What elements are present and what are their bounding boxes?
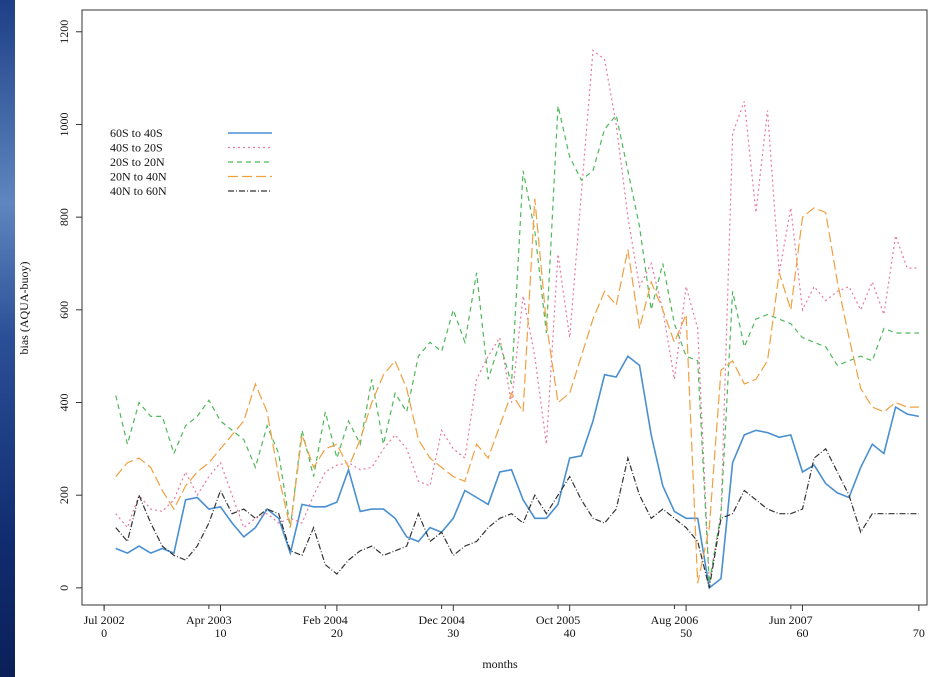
x-date-tick-label: Feb 2004 [303,613,348,627]
plot-frame [81,9,928,606]
x-date-tick-label: Jul 2002 [84,613,125,627]
x-tick-label: 60 [796,626,808,640]
x-date-tick-label: Jun 2007 [769,613,813,627]
series-line [115,198,919,584]
x-tick-label: 70 [913,626,925,640]
y-axis-label: bias (AQUA-buoy) [17,262,31,355]
y-tick-label: 1000 [57,112,71,136]
legend-label: 40S to 20S [110,141,163,155]
y-tick-label: 600 [57,301,71,319]
y-tick-label: 0 [57,585,71,591]
x-tick-label: 50 [680,626,692,640]
x-date-tick-label: Aug 2006 [651,613,699,627]
series-line [115,354,920,590]
x-tick-label: 40 [564,626,576,640]
x-tick-label: 0 [101,626,107,640]
legend-label: 20S to 20N [110,155,165,169]
x-tick-label: 30 [447,626,459,640]
side-image [0,0,15,677]
series-line [115,105,919,584]
x-tick-label: 10 [215,626,227,640]
legend-label: 60S to 40S [110,126,163,140]
y-tick-label: 800 [57,208,71,226]
y-tick-label: 400 [57,393,71,411]
legend-label: 20N to 40N [110,170,167,184]
y-tick-label: 1200 [57,20,71,44]
series-line [115,49,919,584]
x-axis-label: months [482,657,518,671]
x-date-tick-label: Dec 2004 [418,613,464,627]
legend-label: 40N to 60N [110,184,167,198]
x-tick-label: 20 [331,626,343,640]
y-tick-label: 200 [57,486,71,504]
x-date-tick-label: Oct 2005 [536,613,580,627]
x-date-tick-label: Apr 2003 [186,613,232,627]
series-line [115,447,919,589]
